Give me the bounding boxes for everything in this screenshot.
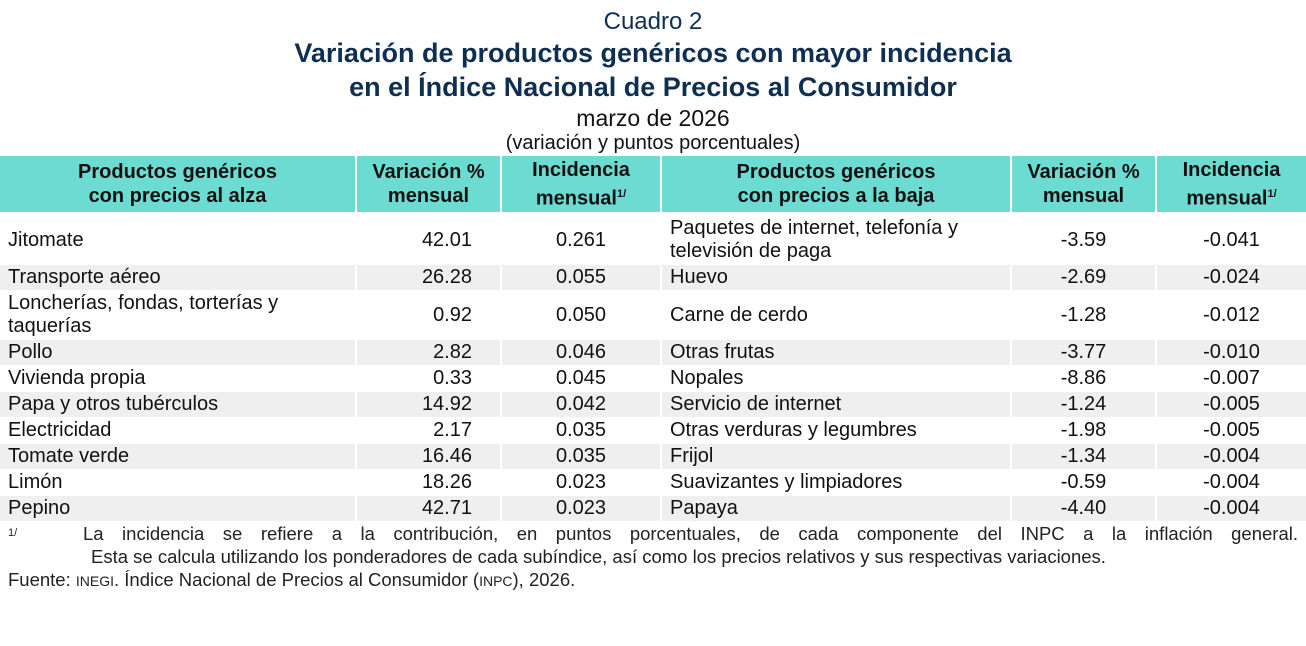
cell-up-incidence: 0.042 (502, 392, 660, 417)
cell-up-incidence: 0.023 (502, 496, 660, 521)
header-down-incidence: Incidencia mensual1/ (1157, 156, 1306, 212)
cell-down-variation: -1.98 (1060, 419, 1107, 441)
cell-down-variation: -1.28 (1060, 303, 1107, 326)
table-row: Pepino 42.71 0.023 Papaya -4.40 -0.004 (0, 496, 1306, 521)
cell-down-incidence: -0.012 (1203, 303, 1260, 326)
cell-down-product: Huevo (662, 265, 1010, 290)
cell-down-product: Paquetes de internet, telefonía y televi… (670, 217, 958, 262)
cell-down-incidence: -0.004 (1157, 444, 1306, 469)
cell-down-incidence: -0.005 (1203, 419, 1260, 441)
cell-down-product: Papaya (662, 496, 1010, 521)
footnote-line2: Esta se calcula utilizando los ponderado… (91, 546, 1106, 567)
table-row: Jitomate 42.01 0.261 Paquetes de internet, … (0, 216, 1306, 264)
cell-down-product: Nopales (670, 367, 744, 389)
cell-up-variation: 2.17 (433, 419, 472, 441)
cell-down-product: Servicio de internet (662, 392, 1010, 417)
footnote-line1: La incidencia se refiere a la contribuci… (83, 523, 1298, 544)
cell-up-product: Loncherías, fondas, torterías y taquería… (8, 292, 279, 337)
cell-down-variation: -4.40 (1012, 496, 1155, 521)
header-down-product: Productos genéricos con precios a la baja (662, 156, 1010, 212)
header-up-product: Productos genéricos con precios al alza (0, 156, 355, 212)
cell-up-variation: 0.33 (433, 367, 472, 389)
cell-up-incidence: 0.055 (502, 265, 660, 290)
cell-down-incidence: -0.010 (1157, 340, 1306, 365)
cell-up-incidence: 0.050 (555, 303, 607, 326)
cell-up-product: Pollo (0, 340, 355, 365)
table-row: Electricidad 2.17 0.035 Otras verduras y le… (0, 418, 1306, 443)
cell-up-product: Pepino (0, 496, 355, 521)
footnotes: 1/La incidencia se refiere a la contribu… (0, 522, 1306, 593)
cell-up-incidence: 0.035 (555, 419, 607, 441)
cell-up-incidence: 0.035 (502, 444, 660, 469)
header-down-variation: Variación % mensual (1012, 156, 1155, 212)
cell-down-incidence: -0.041 (1203, 228, 1260, 251)
cell-down-product: Suavizantes y limpiadores (670, 471, 903, 493)
source-note: Fuente: INEGI. Índice Nacional de Precio… (8, 569, 576, 590)
table-title-line2: en el Índice Nacional de Precios al Cons… (349, 72, 957, 102)
cell-up-product: Limón (8, 471, 63, 493)
cell-down-variation: -3.59 (1060, 228, 1107, 251)
cell-up-incidence: 0.261 (555, 228, 607, 251)
cell-up-variation: 18.26 (421, 471, 472, 493)
cell-up-incidence: 0.045 (555, 367, 607, 389)
cell-up-variation: 2.82 (357, 340, 500, 365)
cell-up-incidence: 0.046 (502, 340, 660, 365)
cell-up-product: Tomate verde (0, 444, 355, 469)
cell-up-variation: 26.28 (357, 265, 500, 290)
cell-down-product: Carne de cerdo (670, 303, 808, 326)
table-row: Transporte aéreo 26.28 0.055 Huevo -2.69 -0.0… (0, 265, 1306, 290)
table-row: Papa y otros tubérculos 14.92 0.042 Servici… (0, 392, 1306, 417)
cell-down-incidence: -0.024 (1157, 265, 1306, 290)
table-row: Limón 18.26 0.023 Suavizantes y limpiadores… (0, 470, 1306, 495)
incidence-table: Productos genéricos con precios al alza V… (0, 155, 1306, 522)
table-title-line1: Variación de productos genéricos con may… (294, 38, 1012, 68)
header-row: Productos genéricos con precios al alza V… (0, 156, 1306, 212)
cell-down-variation: -1.34 (1012, 444, 1155, 469)
cell-down-variation: -1.24 (1012, 392, 1155, 417)
cell-down-incidence: -0.007 (1203, 367, 1260, 389)
cell-down-product: Otras frutas (662, 340, 1010, 365)
cell-down-product: Frijol (662, 444, 1010, 469)
cell-down-variation: -8.86 (1060, 367, 1107, 389)
cell-down-product: Otras verduras y legumbres (670, 419, 917, 441)
header-up-incidence: Incidencia mensual1/ (502, 156, 660, 212)
table-row: Loncherías, fondas, torterías y taquería… (0, 291, 1306, 339)
table-caption: Cuadro 2 Variación de productos genérico… (0, 0, 1306, 155)
cell-up-product: Vivienda propia (8, 367, 146, 389)
table-row: Pollo 2.82 0.046 Otras frutas -3.77 -0.010 (0, 340, 1306, 365)
cell-down-variation: -0.59 (1060, 471, 1107, 493)
table-number: Cuadro 2 (603, 8, 703, 35)
table-units: (variación y puntos porcentuales) (505, 132, 801, 154)
cell-up-variation: 42.01 (421, 228, 472, 251)
cell-down-variation: -2.69 (1012, 265, 1155, 290)
cell-up-product: Transporte aéreo (0, 265, 355, 290)
cell-up-incidence: 0.023 (555, 471, 607, 493)
cell-down-incidence: -0.004 (1157, 496, 1306, 521)
cell-up-product: Jitomate (8, 228, 84, 251)
table-row: Tomate verde 16.46 0.035 Frijol -1.34 -0.004 (0, 444, 1306, 469)
cell-up-product: Papa y otros tubérculos (0, 392, 355, 417)
cell-up-variation: 16.46 (357, 444, 500, 469)
table-period: marzo de 2026 (576, 105, 730, 131)
cell-up-variation: 0.92 (433, 303, 472, 326)
footnote-marker: 1/ (8, 527, 18, 539)
cell-up-product: Electricidad (8, 419, 112, 441)
cell-down-variation: -3.77 (1012, 340, 1155, 365)
cell-up-variation: 14.92 (357, 392, 500, 417)
header-up-variation: Variación % mensual (357, 156, 500, 212)
table-row: Vivienda propia 0.33 0.045 Nopales -8.86 -0.0… (0, 366, 1306, 391)
cell-down-incidence: -0.004 (1203, 471, 1260, 493)
cell-up-variation: 42.71 (357, 496, 500, 521)
cell-down-incidence: -0.005 (1157, 392, 1306, 417)
